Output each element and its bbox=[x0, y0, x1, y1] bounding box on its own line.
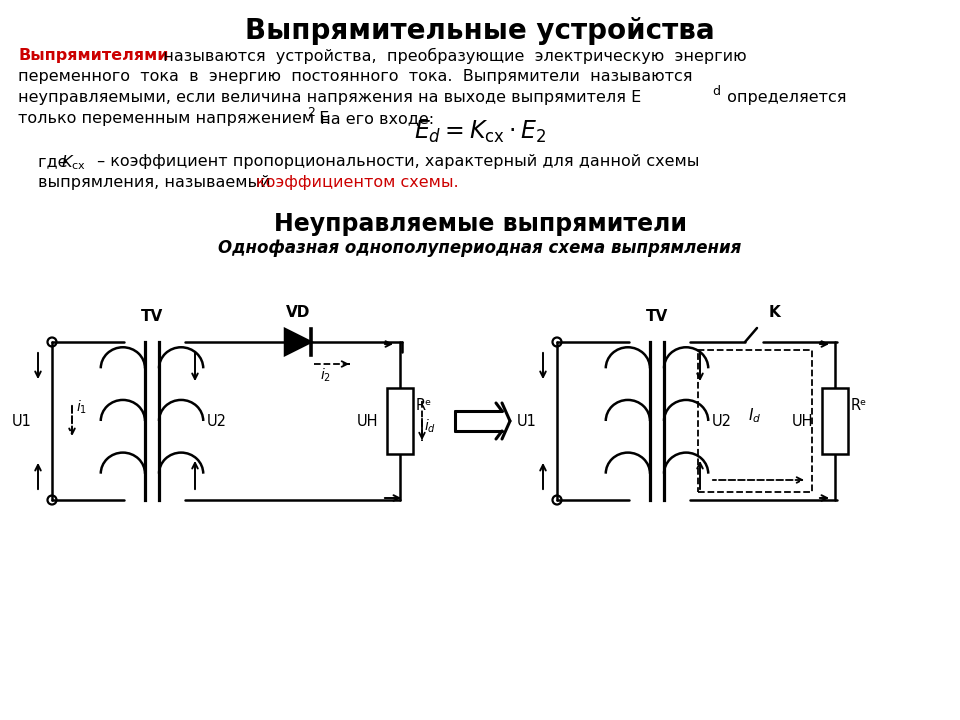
Text: Rᵉ: Rᵉ bbox=[851, 398, 867, 413]
Text: определяется: определяется bbox=[722, 90, 847, 105]
Text: $i_{1}$: $i_{1}$ bbox=[76, 398, 87, 415]
Text: называются  устройства,  преобразующие  электрическую  энергию: называются устройства, преобразующие эле… bbox=[153, 48, 747, 64]
Text: – коэффициент пропорциональности, характерный для данной схемы: – коэффициент пропорциональности, характ… bbox=[92, 154, 700, 169]
Text: d: d bbox=[712, 85, 720, 98]
Bar bbox=[387, 388, 413, 454]
Text: $K_{\rm cx}$: $K_{\rm cx}$ bbox=[61, 153, 85, 171]
Text: $i_{d}$: $i_{d}$ bbox=[424, 418, 436, 435]
Text: Неуправляемые выпрямители: Неуправляемые выпрямители bbox=[274, 212, 686, 236]
Text: Выпрямителями: Выпрямителями bbox=[18, 48, 169, 63]
Text: K: K bbox=[769, 305, 780, 320]
Text: коэффициентом схемы.: коэффициентом схемы. bbox=[256, 175, 459, 190]
Text: Выпрямительные устройства: Выпрямительные устройства bbox=[245, 17, 715, 45]
Text: VD: VD bbox=[286, 305, 310, 320]
Text: UН: UН bbox=[791, 413, 813, 428]
Text: U2: U2 bbox=[712, 413, 732, 428]
Polygon shape bbox=[285, 329, 311, 355]
Text: UН: UН bbox=[356, 413, 378, 428]
Text: $E_d = K_{\mathrm{cx}} \cdot E_2$: $E_d = K_{\mathrm{cx}} \cdot E_2$ bbox=[414, 119, 546, 145]
Text: на его входе:: на его входе: bbox=[315, 111, 434, 126]
Text: 2: 2 bbox=[307, 106, 315, 119]
Text: TV: TV bbox=[646, 309, 668, 324]
Text: U1: U1 bbox=[12, 413, 32, 428]
Text: TV: TV bbox=[141, 309, 163, 324]
Text: переменного  тока  в  энергию  постоянного  тока.  Выпрямители  называются: переменного тока в энергию постоянного т… bbox=[18, 69, 692, 84]
Text: только переменным напряжением E: только переменным напряжением E bbox=[18, 111, 329, 126]
Text: $I_d$: $I_d$ bbox=[749, 407, 761, 426]
Text: выпрямления, называемый: выпрямления, называемый bbox=[38, 175, 276, 190]
Bar bbox=[698, 350, 812, 492]
Text: Rᵉ: Rᵉ bbox=[416, 398, 432, 413]
Text: где: где bbox=[38, 154, 73, 169]
Text: неуправляемыми, если величина напряжения на выходе выпрямителя E: неуправляемыми, если величина напряжения… bbox=[18, 90, 641, 105]
Bar bbox=[822, 388, 848, 454]
Text: Однофазная однополупериодная схема выпрямления: Однофазная однополупериодная схема выпря… bbox=[218, 239, 742, 257]
Text: $i_{2}$: $i_{2}$ bbox=[321, 367, 331, 384]
Text: U1: U1 bbox=[517, 413, 537, 428]
Text: U2: U2 bbox=[207, 413, 227, 428]
